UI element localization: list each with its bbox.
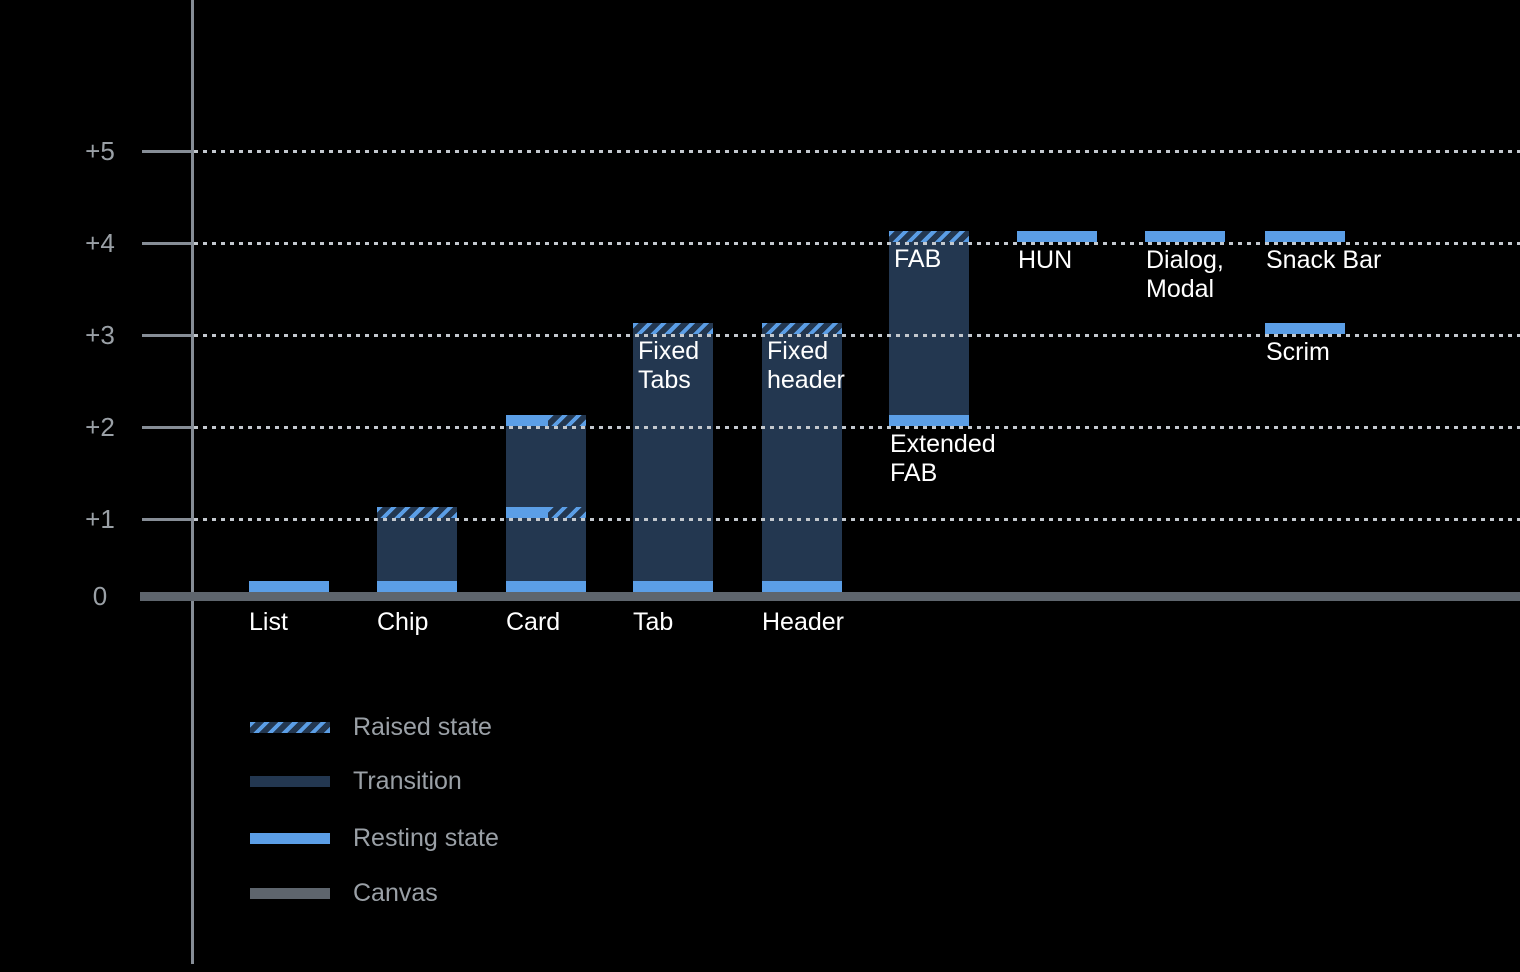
bar-segment-resting-state <box>506 507 548 518</box>
bar-segment-resting-state <box>762 581 842 592</box>
legend-row-transition: Transition <box>250 766 670 796</box>
legend-row-raised: Raised state <box>250 712 670 742</box>
bar-segment-raised-state <box>548 507 586 518</box>
axis-tick <box>142 150 196 153</box>
bar-segment-resting-state <box>249 581 329 592</box>
gridline <box>194 150 1520 153</box>
axis-tick-label: +1 <box>85 504 115 534</box>
legend-row-resting: Resting state <box>250 823 670 853</box>
bar-segment-raised-state <box>633 323 713 334</box>
axis-tick <box>142 334 196 337</box>
bar-segment-transition <box>762 334 842 581</box>
axis-tick-label: 0 <box>92 581 108 611</box>
bar-segment-raised-state <box>889 231 969 242</box>
bar-below-label-snack-bar: Snack Bar <box>1266 246 1382 274</box>
legend-swatch-transition <box>250 776 330 787</box>
bar-segment-resting-state <box>377 581 457 592</box>
gridline <box>194 518 1520 521</box>
legend-label-transition: Transition <box>353 767 462 795</box>
bar-segment-transition <box>506 426 586 581</box>
bar-below-label-fab: Extended FAB <box>890 430 996 487</box>
bar-inside-label-header: Fixed header <box>767 337 845 394</box>
bar-inside-label-tab: Fixed Tabs <box>638 337 700 394</box>
x-axis-label-tab: Tab <box>633 608 674 636</box>
x-axis-label-chip: Chip <box>377 608 429 636</box>
bar-segment-resting-state <box>889 415 969 426</box>
bar-segment-resting-state <box>1265 323 1345 334</box>
bar-segment-resting-state <box>633 581 713 592</box>
bar-below-label-scrim: Scrim <box>1266 338 1330 366</box>
bar-segment-resting-state <box>1017 231 1097 242</box>
bar-segment-transition <box>633 334 713 581</box>
canvas-baseline <box>140 592 1520 601</box>
bar-segment-raised-state <box>548 415 586 426</box>
bar-segment-raised-state <box>762 323 842 334</box>
x-axis-label-card: Card <box>506 608 561 636</box>
legend-swatch-resting <box>250 833 330 844</box>
bar-below-label-hun: HUN <box>1018 246 1073 274</box>
axis-tick <box>142 518 196 521</box>
axis-tick <box>142 242 196 245</box>
bar-below-label-dialog-modal: Dialog, Modal <box>1146 246 1224 303</box>
legend-label-raised: Raised state <box>353 713 492 741</box>
axis-tick <box>142 426 196 429</box>
bar-inside-label-fab: FAB <box>894 245 942 273</box>
gridline <box>194 242 1520 245</box>
axis-tick-label: +4 <box>85 228 115 258</box>
legend-swatch-canvas <box>250 888 330 899</box>
legend-label-resting: Resting state <box>353 824 499 852</box>
bar-segment-resting-state <box>1145 231 1225 242</box>
gridline <box>194 426 1520 429</box>
y-axis-line <box>191 0 194 964</box>
bar-segment-resting-state <box>1265 231 1345 242</box>
axis-tick-label: +2 <box>85 412 115 442</box>
bar-segment-transition <box>889 242 969 415</box>
axis-tick-label: +5 <box>85 136 115 166</box>
legend-swatch-raised <box>250 722 330 733</box>
x-axis-label-list: List <box>249 608 288 636</box>
axis-tick-label: +3 <box>85 320 115 350</box>
bar-segment-raised-state <box>377 507 457 518</box>
bar-segment-resting-state <box>506 581 586 592</box>
bar-segment-transition <box>377 518 457 581</box>
gridline <box>194 334 1520 337</box>
legend-row-canvas: Canvas <box>250 878 670 908</box>
x-axis-label-header: Header <box>762 608 844 636</box>
legend-label-canvas: Canvas <box>353 879 438 907</box>
bar-segment-resting-state <box>506 415 548 426</box>
